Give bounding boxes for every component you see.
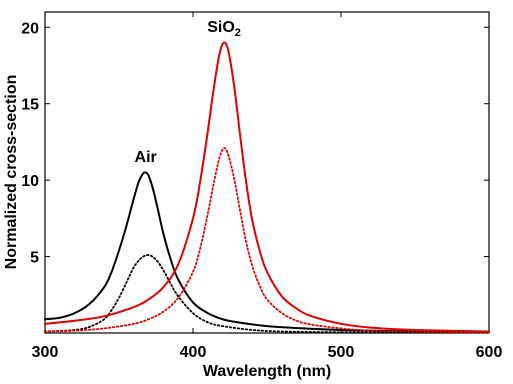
annotation-1: SiO2: [207, 19, 241, 39]
x-tick-label-2: 500: [328, 344, 355, 361]
y-tick-label-3: 20: [21, 20, 39, 37]
annotation-0: Air: [135, 149, 157, 166]
y-tick-label-0: 5: [30, 250, 39, 267]
annotation-text-0: Air: [135, 149, 157, 166]
plot-frame: [44, 11, 490, 334]
series-line-3: [44, 147, 490, 334]
y-tick-label-2: 15: [21, 97, 39, 114]
x-tick-label-3: 600: [476, 344, 503, 361]
x-tick-label-1: 400: [180, 344, 207, 361]
y-tick-label-1: 10: [21, 173, 39, 190]
y-axis-label: Normalized cross-section: [3, 75, 20, 270]
series-line-0: [44, 171, 490, 334]
series-line-2: [44, 41, 490, 333]
x-tick-label-0: 300: [32, 344, 59, 361]
annotation-subscript-1: 2: [235, 27, 241, 39]
x-axis-label: Wavelength (nm): [203, 363, 331, 380]
annotation-layer: Air SiO2: [135, 19, 241, 166]
series-layer: [44, 41, 490, 334]
annotation-text-1: SiO: [207, 19, 235, 36]
